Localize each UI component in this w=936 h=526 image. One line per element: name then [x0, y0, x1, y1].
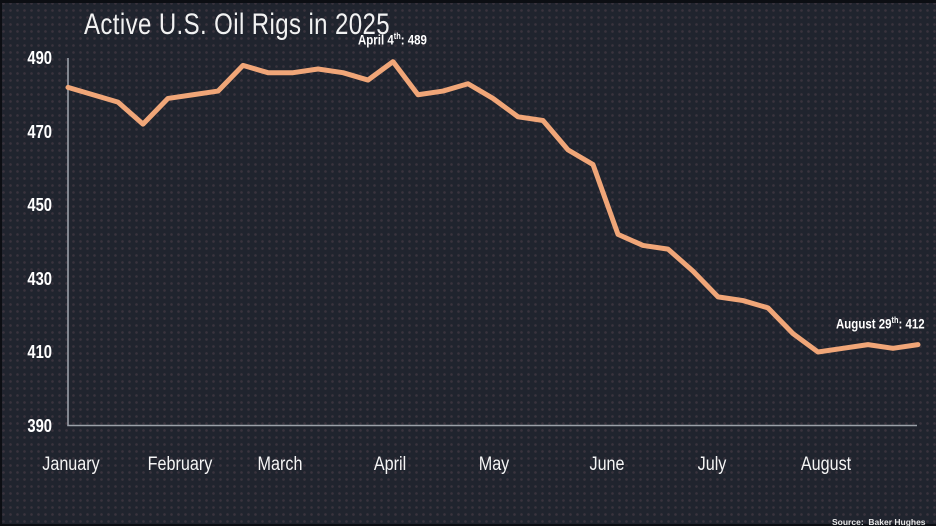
- x-axis-month-label: March: [257, 454, 303, 475]
- x-axis-month-label: June: [589, 454, 625, 475]
- y-axis-tick-label: 470: [27, 121, 52, 142]
- y-axis-tick-label: 450: [27, 195, 52, 215]
- y-axis-tick-label: 490: [27, 48, 52, 68]
- annotation-august-text: August 29: [836, 315, 892, 332]
- annotation-august-low: August 29th: 412: [836, 315, 925, 332]
- x-axis-month-label: January: [42, 454, 100, 475]
- annotation-april-value: : 489: [400, 31, 427, 48]
- x-axis-month-label: August: [800, 454, 852, 475]
- annotation-august-value: : 412: [898, 315, 925, 332]
- x-axis-month-label: February: [147, 454, 213, 475]
- rig-count-line: [65, 59, 921, 355]
- x-axis-month-label: May: [478, 454, 510, 475]
- annotation-april-ordinal: th: [393, 31, 401, 41]
- source-line: Source: Baker Hughes: [832, 517, 926, 526]
- source-credit: Source: Baker Hughes Created by Sage Eco…: [832, 492, 936, 526]
- x-axis-month-label: April: [373, 454, 407, 475]
- chart-title: Active U.S. Oil Rigs in 2025: [84, 8, 390, 41]
- annotation-august-ordinal: th: [891, 315, 899, 325]
- x-axis-month-label: July: [697, 454, 727, 475]
- y-axis-tick-label: 390: [27, 415, 52, 436]
- y-axis-tick-label: 410: [27, 342, 52, 362]
- y-axis-tick-label: 430: [27, 268, 52, 289]
- annotation-april-peak: April 4th: 489: [358, 31, 427, 48]
- annotation-april-text: April 4: [358, 31, 394, 48]
- chart-axes: [67, 58, 917, 427]
